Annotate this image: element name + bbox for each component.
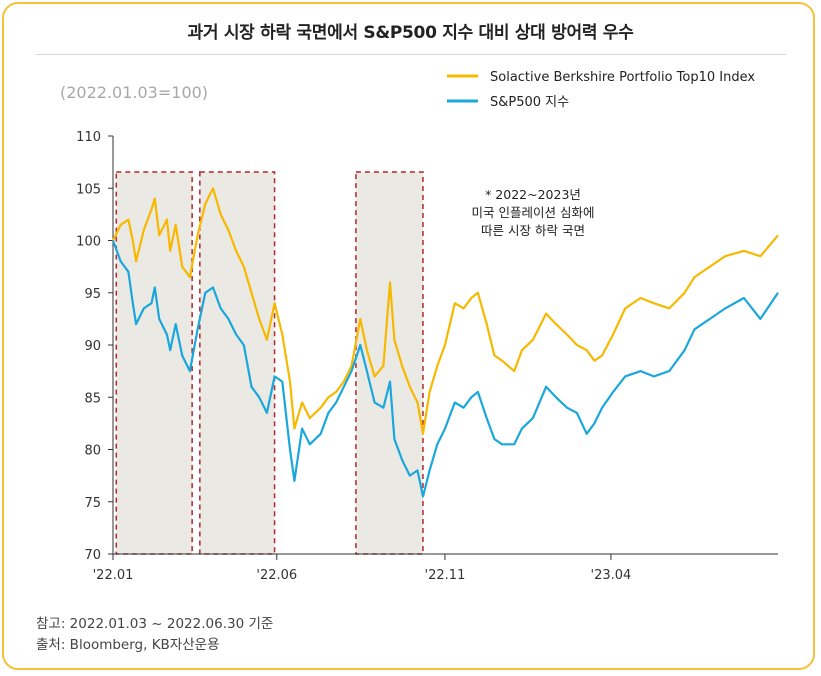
y-tick-label-100: 100	[76, 235, 101, 250]
series-line-berkshire	[112, 187, 779, 435]
series-lines	[111, 187, 779, 498]
legend-label-berkshire: Solactive Berkshire Portfolio Top10 Inde…	[490, 70, 755, 85]
x-tick-label-2023-04-01: '23.04	[591, 568, 632, 583]
annotation-line-1: * 2022~2023년	[485, 187, 581, 202]
x-tick-label-2022-01-03: '22.01	[93, 568, 134, 583]
annotation-line-3: 따른 시장 하락 국면	[481, 223, 585, 238]
shaded-period-2	[199, 171, 276, 555]
y-tick-label-105: 105	[76, 182, 101, 197]
footer-note: 참고: 2022.01.03 ~ 2022.06.30 기준	[36, 616, 274, 632]
legend-label-sp500: S&P500 지수	[490, 95, 569, 110]
y-tick-label-85: 85	[84, 391, 101, 406]
y-tick-label-80: 80	[84, 444, 101, 459]
y-tick-label-70: 70	[84, 548, 101, 563]
footer-source: 출처: Bloomberg, KB자산운용	[36, 637, 220, 653]
y-tick-label-75: 75	[84, 496, 101, 511]
annotation-note: * 2022~2023년 미국 인플레이션 심화에 따른 시장 하락 국면	[472, 187, 595, 238]
x-tick-label-2022-06-01: '22.06	[256, 568, 297, 583]
shaded-period-1	[115, 171, 193, 555]
title-divider	[36, 54, 786, 55]
y-tick-label-110: 110	[76, 130, 101, 145]
x-tick-label-2022-11-01: '22.11	[425, 568, 466, 583]
y-tick-label-95: 95	[84, 287, 101, 302]
unit-label: (2022.01.03=100)	[60, 83, 208, 102]
series-line-sp500	[111, 240, 779, 498]
footer: 참고: 2022.01.03 ~ 2022.06.30 기준 출처: Bloom…	[36, 614, 273, 656]
legend: Solactive Berkshire Portfolio Top10 Inde…	[447, 70, 755, 110]
shaded-periods	[115, 171, 424, 555]
chart-title: 과거 시장 하락 국면에서 S&P500 지수 대비 상대 방어력 우수	[187, 23, 634, 43]
y-tick-label-90: 90	[84, 339, 101, 354]
axes: 70 75 80 85 90 95 100 105 110 '22.01 '22.06 '22.11 '…	[76, 130, 778, 583]
shaded-period-3	[355, 171, 424, 555]
annotation-line-2: 미국 인플레이션 심화에	[472, 205, 595, 220]
